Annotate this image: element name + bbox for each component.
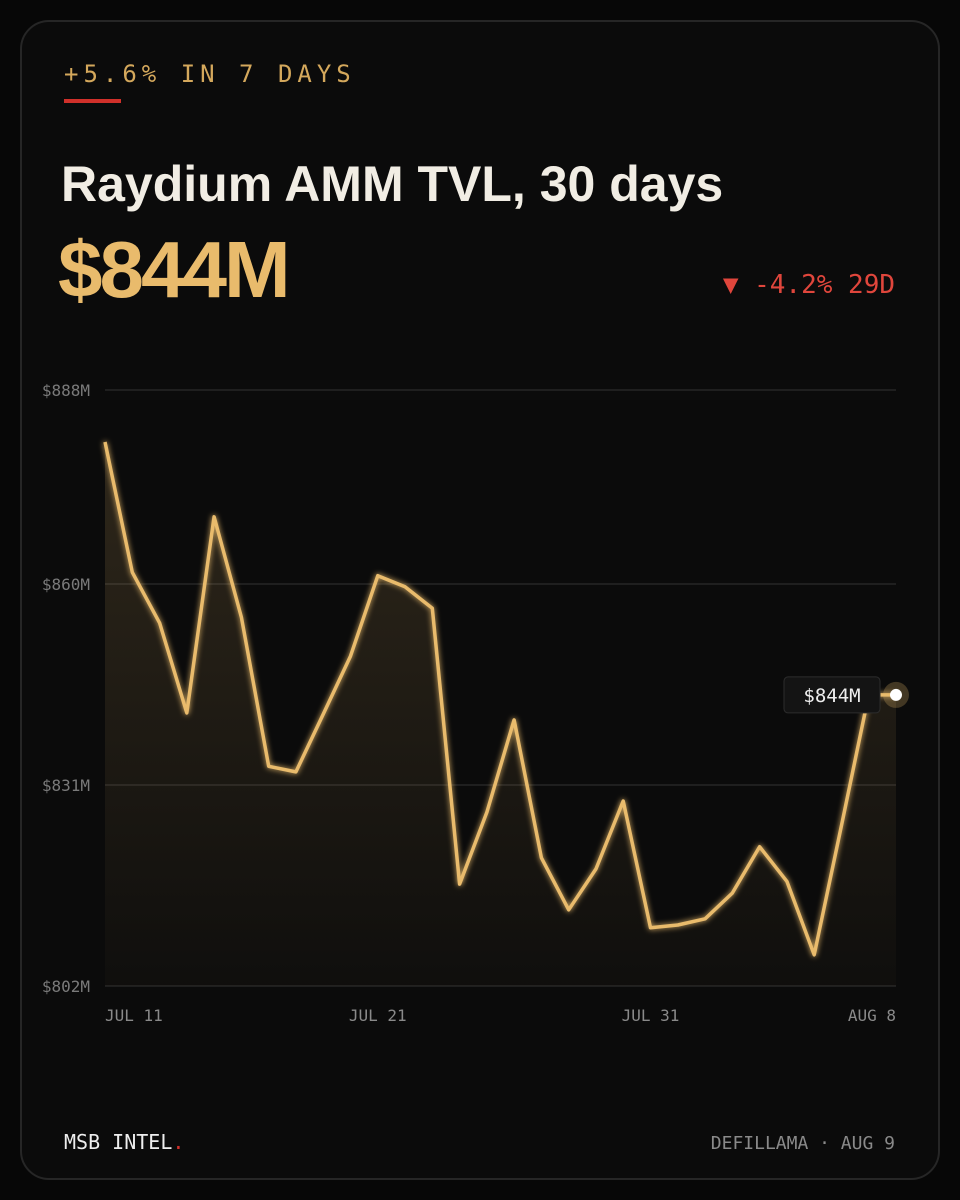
line [103, 441, 896, 957]
end-label-box [783, 676, 881, 714]
plot: $888M $860M $831M $802M JUL 11 JUL 21 JUL 31 AU… [42, 381, 909, 1025]
footer-source: DEFILLAMA · AUG 9 [711, 1133, 895, 1154]
kicker: +5.6% IN 7 DAYS [64, 60, 356, 88]
change: ▼ -4.2% 29D [723, 270, 895, 300]
y-tick-label: $888M [42, 381, 90, 400]
x-tick-label: JUL 31 [622, 1006, 680, 1025]
y-tick-label: $831M [42, 776, 90, 795]
headline-value: $844M [58, 225, 288, 314]
area [105, 442, 896, 986]
y-tick-label: $860M [42, 575, 90, 594]
x-tick-label: JUL 21 [349, 1006, 407, 1025]
end-point [890, 688, 902, 701]
y-tick-label: $802M [42, 977, 90, 996]
title: Raydium AMM TVL, 30 days [61, 156, 723, 212]
x-tick-label: AUG 8 [848, 1006, 896, 1025]
footer-brand: MSB INTEL. [64, 1130, 184, 1154]
x-tick-label: JUL 11 [105, 1006, 163, 1025]
end-label: $844M [803, 685, 860, 707]
brand-dot: . [172, 1130, 184, 1154]
kicker-underline [64, 99, 121, 103]
brand: MSB INTEL [64, 1130, 172, 1154]
